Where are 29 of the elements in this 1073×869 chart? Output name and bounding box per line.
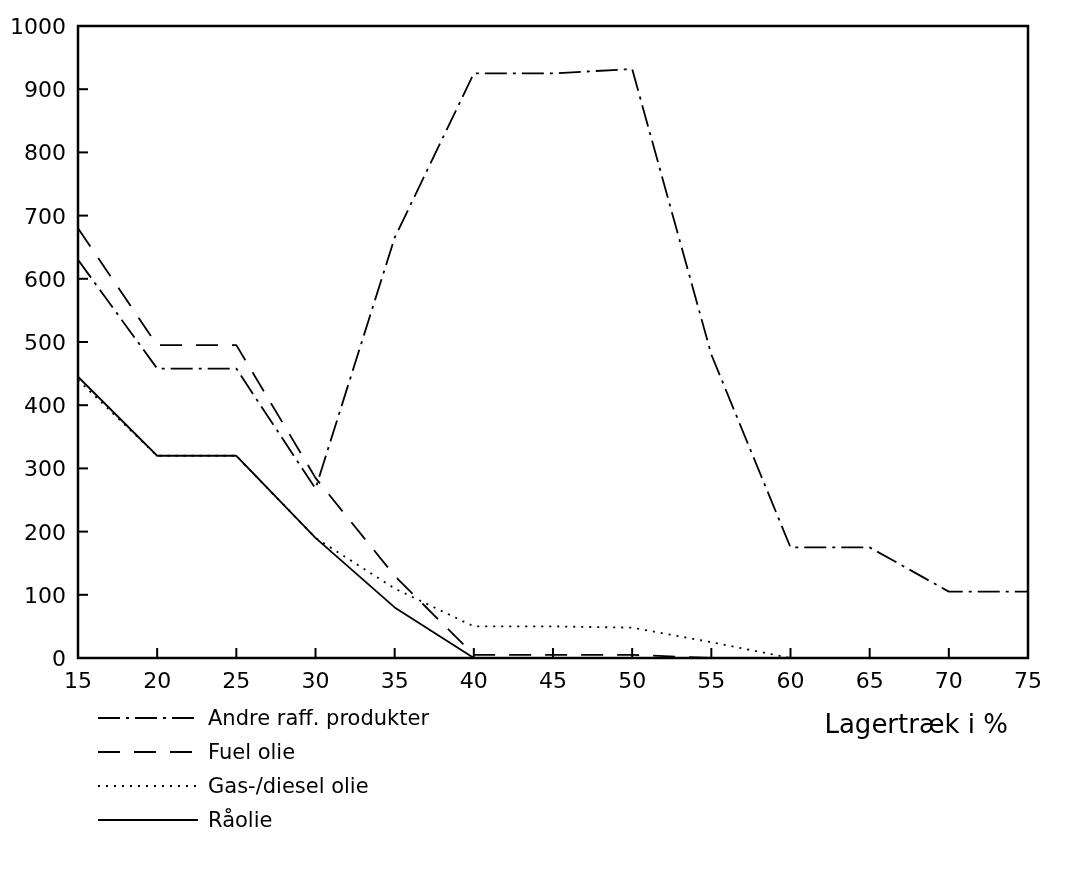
y-tick-label: 100 [24, 582, 66, 608]
legend-label: Fuel olie [208, 740, 296, 764]
y-tick-label: 1000 [10, 14, 66, 39]
x-axis-title: Lagertræk i % [824, 709, 1008, 739]
x-tick-label: 45 [539, 668, 567, 693]
y-tick-label: 0 [52, 646, 66, 671]
y-tick-label: 500 [24, 330, 66, 355]
y-tick-label: 300 [24, 456, 66, 482]
legend-label: Andre raff. produkter [208, 706, 430, 730]
x-tick-label: 30 [301, 668, 330, 693]
x-tick-label: 55 [697, 668, 726, 693]
x-tick-label: 65 [855, 668, 884, 693]
y-tick-label: 700 [24, 203, 66, 229]
x-tick-label: 25 [222, 668, 251, 693]
x-tick-label: 60 [776, 668, 805, 693]
x-tick-label: 70 [934, 668, 963, 693]
x-tick-label: 50 [618, 668, 647, 693]
x-tick-label: 40 [459, 668, 488, 693]
y-tick-label: 900 [24, 77, 66, 103]
x-tick-label: 15 [64, 668, 92, 693]
y-tick-label: 800 [24, 140, 66, 166]
legend-label: Gas-/diesel olie [208, 774, 369, 798]
x-tick-label: 35 [380, 668, 409, 693]
y-tick-label: 400 [24, 393, 66, 419]
x-tick-label: 75 [1014, 668, 1042, 693]
legend-label: Råolie [208, 807, 273, 832]
x-tick-label: 20 [143, 668, 172, 693]
y-tick-label: 200 [24, 519, 66, 545]
y-tick-label: 600 [24, 266, 66, 292]
